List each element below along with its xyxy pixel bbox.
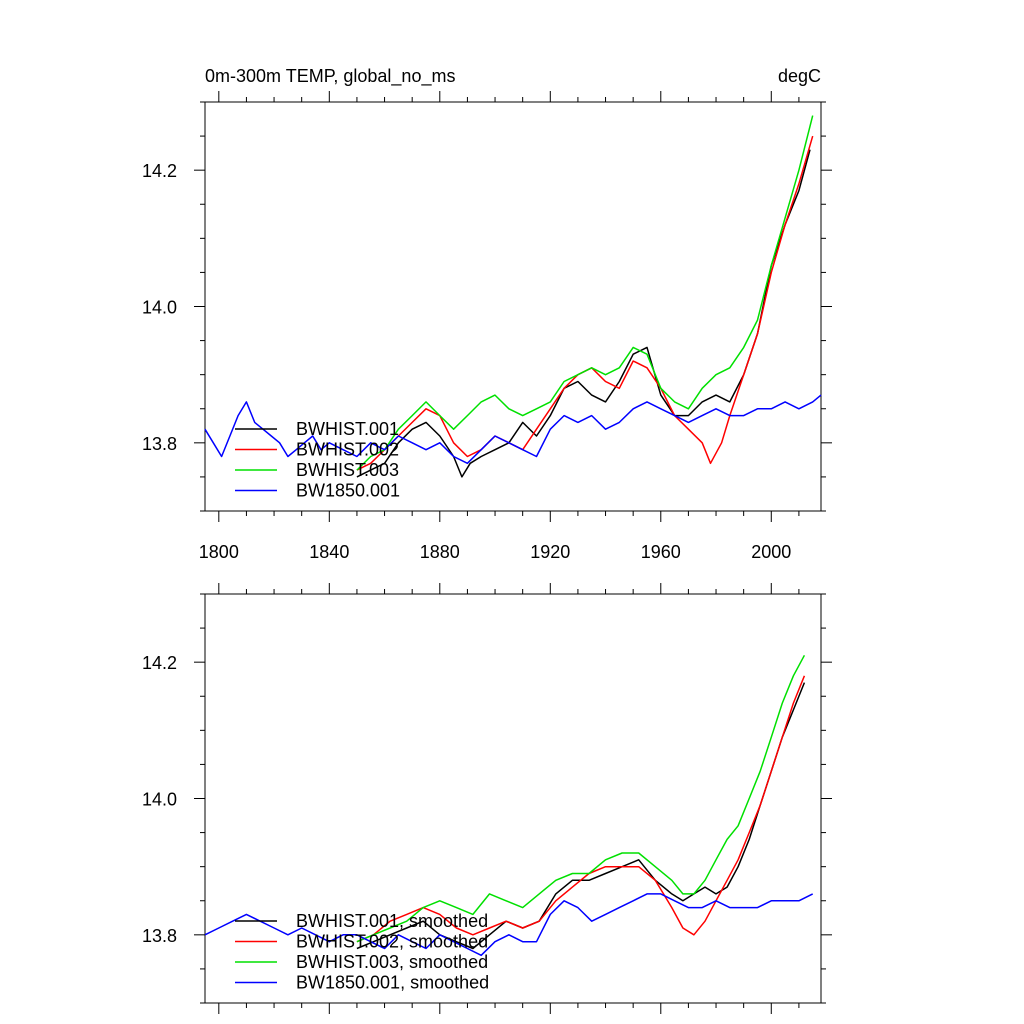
series-line-bwhist-003-smoothed [356,654,806,943]
legend-label-bwhist-001-smoothed: BWHIST.001, smoothed [296,911,488,931]
y-tick-label: 14.2 [142,161,177,181]
legend-label-bwhist-003: BWHIST.003 [296,460,399,480]
chart-left-title: 0m-300m TEMP, global_no_ms [205,66,455,87]
y-tick-label: 14.0 [142,298,177,318]
chart-units-label: degC [778,66,821,86]
series-line-bwhist-001 [356,149,811,478]
series-line-bw1850-001-smoothed [204,893,814,957]
x-tick-label: 1840 [309,542,349,562]
x-tick-label: 1960 [641,542,681,562]
legend-label-bwhist-002-smoothed: BWHIST.002, smoothed [296,932,488,952]
series-line-bwhist-003 [356,115,814,471]
legend-label-bwhist-002: BWHIST.002 [296,440,399,460]
x-tick-label: 1880 [420,542,460,562]
legend-label-bwhist-001: BWHIST.001 [296,419,399,439]
series-line-bwhist-002 [356,135,814,471]
y-tick-label: 13.8 [142,434,177,454]
legend-label-bw1850-001-smoothed: BW1850.001, smoothed [296,973,489,993]
series-line-bwhist-002-smoothed [356,675,806,943]
x-tick-label: 2000 [751,542,791,562]
series-line-bw1850-001 [204,394,822,465]
y-tick-label: 14.2 [142,653,177,673]
legend-label-bw1850-001: BW1850.001 [296,481,400,501]
y-tick-label: 13.8 [142,926,177,946]
x-tick-label: 1920 [530,542,570,562]
y-tick-label: 14.0 [142,790,177,810]
legend-label-bwhist-003-smoothed: BWHIST.003, smoothed [296,952,488,972]
top-panel: 1800 1840 1880 1920 1960 2000 13.8 14.0 14.2 BWHI… [142,91,832,562]
x-tick-label: 1800 [199,542,239,562]
